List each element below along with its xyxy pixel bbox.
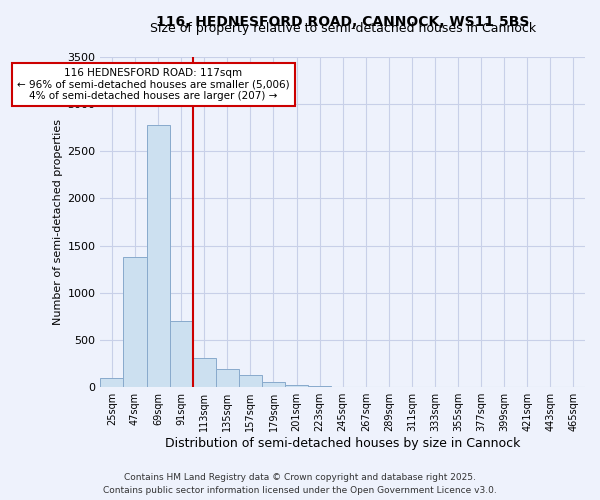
Bar (239, 375, 262, 387)
Bar (308, 386, 331, 387)
Bar (146, 124, 170, 387)
Bar (262, 382, 285, 387)
Bar (285, 386, 308, 387)
Y-axis label: Number of semi-detached properties: Number of semi-detached properties (53, 119, 63, 325)
Text: Size of property relative to semi-detached houses in Cannock: Size of property relative to semi-detach… (149, 22, 536, 35)
Bar (124, 257, 146, 387)
Title: 116, HEDNESFORD ROAD, CANNOCK, WS11 5BS: 116, HEDNESFORD ROAD, CANNOCK, WS11 5BS (156, 15, 529, 29)
Bar (170, 321, 193, 387)
Bar (193, 358, 216, 387)
X-axis label: Distribution of semi-detached houses by size in Cannock: Distribution of semi-detached houses by … (165, 437, 520, 450)
Text: Contains HM Land Registry data © Crown copyright and database right 2025.
Contai: Contains HM Land Registry data © Crown c… (103, 474, 497, 495)
Bar (216, 369, 239, 387)
Bar (100, 378, 124, 387)
Text: 116 HEDNESFORD ROAD: 117sqm
← 96% of semi-detached houses are smaller (5,006)
4%: 116 HEDNESFORD ROAD: 117sqm ← 96% of sem… (17, 68, 290, 101)
